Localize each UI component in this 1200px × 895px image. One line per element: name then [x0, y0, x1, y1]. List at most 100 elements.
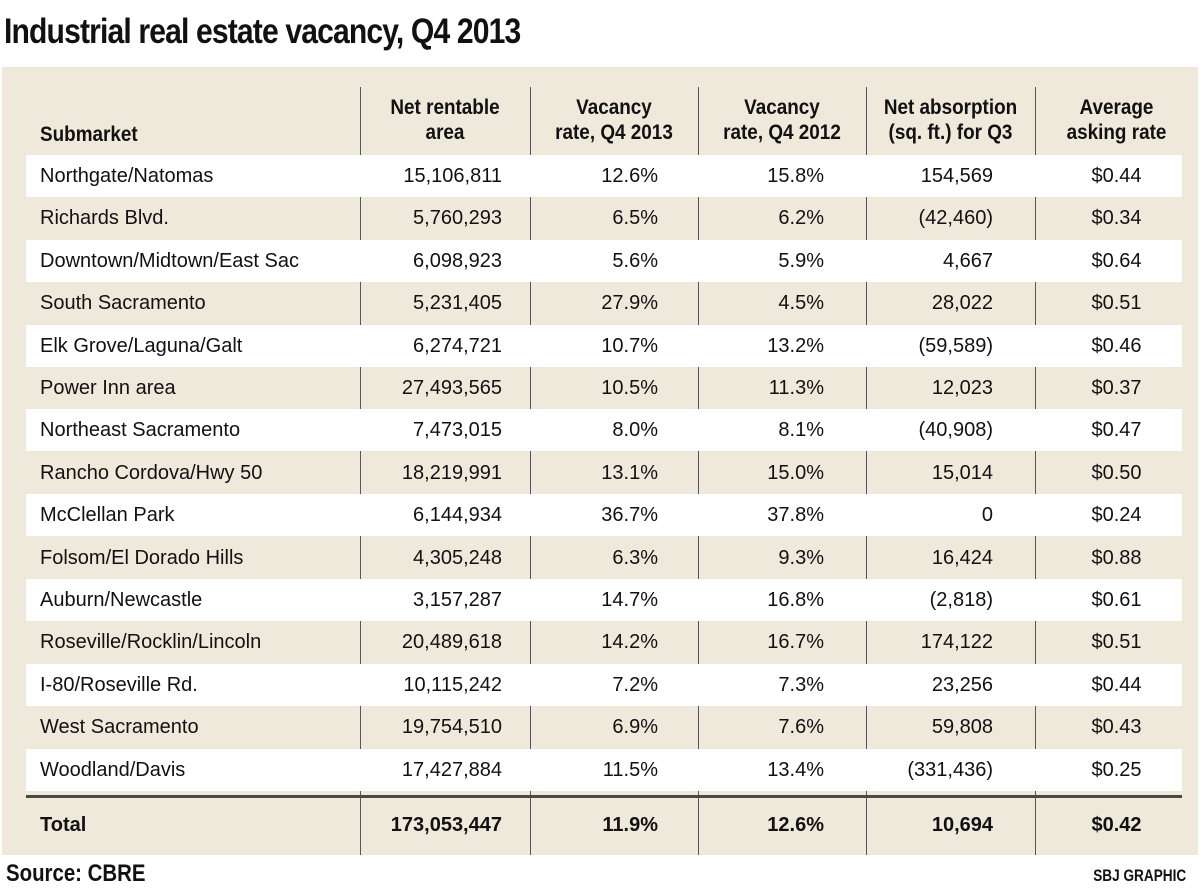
cell-vacancy-2013: 12.6% [601, 165, 658, 187]
total-row: Total 173,053,447 11.9% 12.6% 10,694 $0.42 [26, 804, 1182, 846]
header-text: Vacancy rate, Q4 2013 [555, 96, 673, 144]
header-text: Net absorption (sq. ft.) for Q3 [883, 96, 1018, 144]
total-divider [26, 795, 1182, 798]
cell-vacancy-2012: 6.2% [778, 207, 824, 230]
table-row: Rancho Cordova/Hwy 50 18,219,991 13.1% 15.0… [26, 452, 1182, 494]
cell-asking-rate: $0.47 [1091, 419, 1142, 442]
cell-submarket: Elk Grove/Laguna/Galt [40, 334, 243, 357]
cell-vacancy-2012: 12.6% [767, 814, 824, 836]
cell-asking-rate: $0.43 [1091, 716, 1142, 739]
table-row: Downtown/Midtown/East Sac 6,098,923 5.6% 5.… [26, 239, 1182, 282]
cell-asking-rate: $0.34 [1091, 207, 1142, 230]
cell-vacancy-2013: 6.9% [612, 716, 658, 739]
graphic-credit: SBJ GRAPHIC [1093, 866, 1186, 885]
cell-submarket: McClellan Park [40, 504, 175, 527]
cell-net-absorption: 23,256 [931, 673, 993, 696]
cell-net-absorption: 12,023 [931, 377, 993, 399]
cell-vacancy-2012: 13.4% [767, 758, 824, 781]
cell-asking-rate: $0.25 [1091, 758, 1142, 781]
cell-submarket: Power Inn area [40, 377, 176, 399]
cell-vacancy-2013: 8.0% [612, 419, 658, 442]
header-text: Net rentable area [390, 96, 500, 144]
cell-net-absorption: 15,014 [931, 461, 993, 484]
table-row: South Sacramento 5,231,405 27.9% 4.5% 28,022… [26, 282, 1182, 324]
table-row: Folsom/El Dorado Hills 4,305,248 6.3% 9.3% 1… [26, 537, 1182, 579]
cell-net-rentable-area: 20,489,618 [401, 631, 502, 654]
cell-vacancy-2013: 6.5% [612, 207, 658, 230]
cell-net-rentable-area: 7,473,015 [413, 419, 502, 442]
cell-net-absorption: (2,818) [929, 589, 993, 611]
chart-title: Industrial real estate vacancy, Q4 2013 [4, 12, 521, 51]
cell-net-rentable-area: 15,106,811 [403, 165, 502, 187]
cell-asking-rate: $0.37 [1091, 377, 1142, 399]
cell-net-absorption: 154,569 [920, 165, 993, 187]
cell-net-absorption: 59,808 [931, 716, 993, 739]
cell-asking-rate: $0.24 [1091, 504, 1142, 527]
cell-net-absorption: 0 [981, 504, 993, 527]
cell-vacancy-2012: 16.7% [767, 631, 824, 654]
cell-net-rentable-area: 10,115,242 [403, 673, 502, 696]
cell-asking-rate: $0.44 [1091, 673, 1142, 696]
column-divider [698, 87, 699, 855]
cell-submarket: Downtown/Midtown/East Sac [40, 249, 300, 272]
cell-net-rentable-area: 27,493,565 [401, 377, 502, 399]
cell-vacancy-2013: 10.7% [601, 334, 658, 357]
cell-vacancy-2013: 14.7% [601, 589, 658, 611]
header-text: Average asking rate [1066, 96, 1167, 144]
cell-net-absorption: 10,694 [931, 814, 993, 836]
cell-asking-rate: $0.88 [1091, 546, 1142, 569]
cell-submarket: Total [40, 814, 87, 836]
cell-vacancy-2013: 14.2% [601, 631, 658, 654]
cell-asking-rate: $0.61 [1091, 589, 1142, 611]
cell-vacancy-2012: 11.3% [768, 377, 824, 399]
cell-vacancy-2012: 9.3% [778, 546, 824, 569]
cell-vacancy-2012: 16.8% [767, 589, 824, 611]
table-row: Elk Grove/Laguna/Galt 6,274,721 10.7% 13.2%… [26, 324, 1182, 367]
cell-net-rentable-area: 173,053,447 [390, 814, 502, 836]
table-row: Roseville/Rocklin/Lincoln 20,489,618 14.2%… [26, 621, 1182, 663]
cell-submarket: West Sacramento [40, 716, 199, 739]
cell-submarket: Folsom/El Dorado Hills [40, 546, 244, 569]
cell-vacancy-2012: 8.1% [778, 419, 824, 442]
cell-net-absorption: 174,122 [920, 631, 993, 654]
cell-vacancy-2012: 7.6% [778, 716, 824, 739]
cell-submarket: Rancho Cordova/Hwy 50 [40, 461, 263, 484]
cell-asking-rate: $0.50 [1091, 461, 1142, 484]
cell-net-rentable-area: 6,098,923 [413, 249, 502, 272]
cell-submarket: Northeast Sacramento [40, 419, 241, 442]
cell-net-absorption: 4,667 [942, 249, 993, 272]
cell-vacancy-2012: 13.2% [767, 334, 824, 357]
cell-vacancy-2013: 10.5% [601, 377, 658, 399]
cell-vacancy-2013: 6.3% [612, 546, 658, 569]
table-row: West Sacramento 19,754,510 6.9% 7.6% 59,808 $… [26, 706, 1182, 748]
cell-asking-rate: $0.42 [1091, 814, 1142, 836]
cell-net-rentable-area: 5,231,405 [413, 292, 502, 315]
cell-submarket: Auburn/Newcastle [40, 589, 203, 611]
cell-submarket: South Sacramento [40, 292, 206, 315]
cell-vacancy-2012: 37.8% [767, 504, 824, 527]
cell-vacancy-2013: 11.5% [602, 758, 658, 781]
cell-vacancy-2013: 11.9% [602, 814, 658, 836]
cell-net-rentable-area: 18,219,991 [401, 461, 502, 484]
table-row: Northgate/Natomas 15,106,811 12.6% 15.8% 154… [26, 155, 1182, 197]
cell-vacancy-2012: 7.3% [778, 673, 824, 696]
cell-vacancy-2013: 36.7% [601, 504, 658, 527]
cell-vacancy-2012: 15.8% [767, 165, 824, 187]
table-row: Northeast Sacramento 7,473,015 8.0% 8.1% (40… [26, 409, 1182, 452]
cell-asking-rate: $0.46 [1091, 334, 1142, 357]
cell-asking-rate: $0.51 [1091, 631, 1142, 654]
cell-net-absorption: (42,460) [918, 207, 994, 230]
cell-asking-rate: $0.44 [1091, 165, 1142, 187]
cell-submarket: Northgate/Natomas [40, 165, 214, 187]
cell-net-rentable-area: 17,427,884 [401, 758, 502, 781]
cell-asking-rate: $0.51 [1091, 292, 1142, 315]
header-asking-rate: Average asking rate [1043, 89, 1190, 151]
source-note: Source: CBRE [6, 860, 146, 887]
cell-net-absorption: 16,424 [931, 546, 993, 569]
header-net-rentable-area: Net rentable area [369, 89, 522, 151]
cell-vacancy-2013: 13.1% [601, 461, 658, 484]
cell-net-rentable-area: 4,305,248 [413, 546, 502, 569]
cell-vacancy-2012: 4.5% [778, 292, 824, 315]
table-row: McClellan Park 6,144,934 36.7% 37.8% 0 $0.24 [26, 494, 1182, 537]
cell-net-rentable-area: 5,760,293 [413, 207, 502, 230]
